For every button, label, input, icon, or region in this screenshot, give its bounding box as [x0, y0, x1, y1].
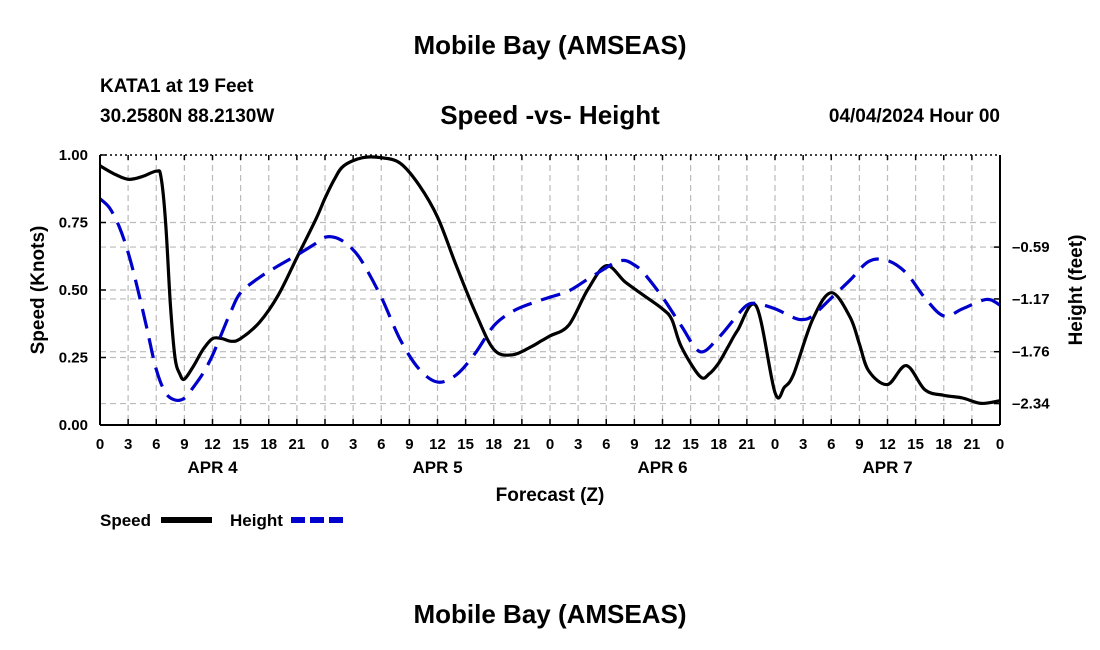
- y-tick-label-right: –2.34: [1012, 396, 1050, 413]
- x-tick-label: 18: [485, 436, 502, 453]
- figure-title: Mobile Bay (AMSEAS): [413, 30, 687, 60]
- x-tick-label: 15: [907, 436, 924, 453]
- x-tick-label: 15: [682, 436, 699, 453]
- x-tick-label: 21: [289, 436, 306, 453]
- y-axis-title-right: Height (feet): [1066, 235, 1087, 346]
- x-tick-label: 18: [710, 436, 727, 453]
- x-tick-label: 9: [855, 436, 863, 453]
- y-tick-label-left: 0.75: [59, 215, 88, 232]
- x-tick-label: 3: [349, 436, 357, 453]
- forecast-datetime: 04/04/2024 Hour 00: [828, 106, 1000, 127]
- day-label: APR 4: [187, 458, 238, 477]
- speed-series-line: [99, 155, 1001, 406]
- y-tick-label-left: 0.00: [59, 417, 88, 434]
- x-tick-label: 6: [827, 436, 835, 453]
- series-layer: [98, 155, 1001, 406]
- x-tick-label: 6: [152, 436, 160, 453]
- x-tick-label: 18: [935, 436, 952, 453]
- x-tick-label: 18: [260, 436, 277, 453]
- x-tick-label: 12: [429, 436, 446, 453]
- y-axis-title-left: Speed (Knots): [28, 226, 49, 355]
- station-coordinates: 30.2580N 88.2130W: [100, 106, 275, 127]
- x-tick-label: 15: [232, 436, 249, 453]
- x-tick-label: 0: [546, 436, 554, 453]
- x-axis-title: Forecast (Z): [496, 485, 605, 506]
- x-tick-label: 12: [654, 436, 671, 453]
- axis-labels: 0 3 6 9 12 15 18 21 0 3 6 9 12 15 18 21 0 3 6 9 12 15 18 21 0 3 6 9…: [28, 147, 1087, 506]
- x-tick-label: 21: [514, 436, 531, 453]
- y-tick-label-left: 0.50: [59, 282, 88, 299]
- day-label: APR 7: [862, 458, 912, 477]
- y-tick-label-right: –0.59: [1012, 239, 1050, 256]
- legend-height-label: Height: [230, 511, 283, 530]
- chart-subtitle: Speed -vs- Height: [440, 100, 660, 130]
- y-tick-label-right: –1.17: [1012, 291, 1050, 308]
- day-label: APR 5: [412, 458, 462, 477]
- x-tick-label: 6: [602, 436, 610, 453]
- height-series-line: [98, 197, 1001, 403]
- x-tick-label: 3: [799, 436, 807, 453]
- x-tick-label: 0: [996, 436, 1004, 453]
- y-tick-label-left: 1.00: [59, 147, 88, 164]
- figure-title-bottom: Mobile Bay (AMSEAS): [413, 599, 687, 629]
- grid: [100, 155, 1000, 425]
- x-tick-label: 3: [124, 436, 132, 453]
- day-label: APR 6: [637, 458, 687, 477]
- axes: [99, 154, 1001, 426]
- y-tick-label-left: 0.25: [59, 350, 88, 367]
- x-tick-label: 12: [879, 436, 896, 453]
- x-tick-label: 3: [574, 436, 582, 453]
- x-tick-label: 6: [377, 436, 385, 453]
- x-tick-label: 0: [96, 436, 104, 453]
- legend-speed-label: Speed: [100, 511, 151, 530]
- x-tick-label: 9: [405, 436, 413, 453]
- x-tick-label: 0: [321, 436, 329, 453]
- station-label: KATA1 at 19 Feet: [100, 76, 254, 97]
- x-tick-label: 12: [204, 436, 221, 453]
- x-tick-label: 0: [771, 436, 779, 453]
- x-tick-label: 9: [630, 436, 638, 453]
- x-tick-label: 15: [457, 436, 474, 453]
- x-tick-label: 21: [739, 436, 756, 453]
- y-tick-label-right: –1.76: [1012, 344, 1050, 361]
- legend: Speed Height: [100, 511, 343, 530]
- x-tick-label: 9: [180, 436, 188, 453]
- x-tick-label: 21: [964, 436, 981, 453]
